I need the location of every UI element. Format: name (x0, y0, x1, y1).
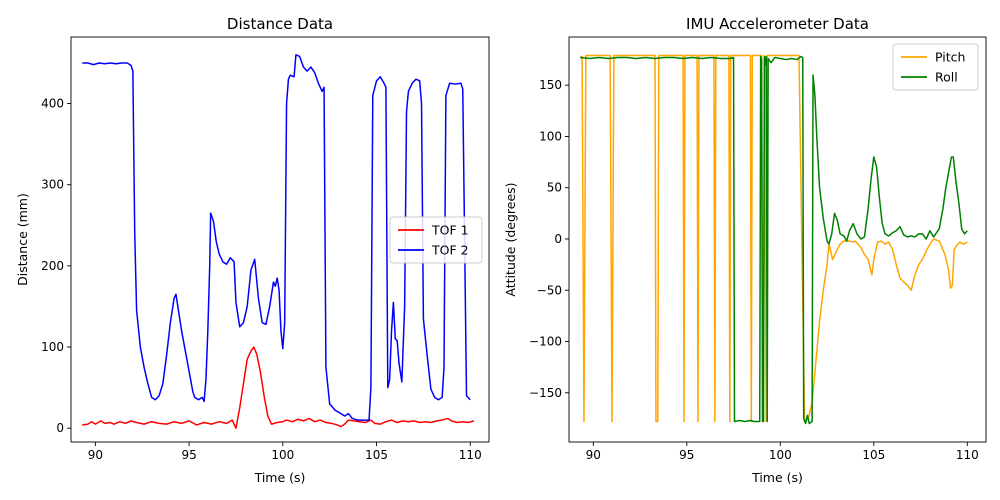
x-tick-label: 105 (862, 448, 885, 462)
legend-box (389, 216, 483, 264)
y-tick-label: 50 (547, 181, 562, 195)
x-tick-label: 100 (769, 448, 792, 462)
axes-frame (70, 36, 490, 443)
y-tick-label: −100 (529, 335, 562, 349)
y-tick-label: 400 (41, 97, 64, 111)
y-tick-label: 200 (41, 259, 64, 273)
axes-frame (568, 36, 987, 443)
y-tick-label: 300 (41, 178, 64, 192)
y-tick-label: 0 (56, 421, 64, 435)
series-line-roll (580, 55, 968, 425)
legend: TOF 1 TOF 2 (389, 216, 483, 264)
imu-chart: IMU Accelerometer Data 90 95 100 105 110 −150 −… (503, 15, 987, 485)
chart-title: Distance Data (227, 15, 333, 33)
x-tick-label: 100 (271, 448, 294, 462)
y-tick-label: 150 (539, 78, 562, 92)
y-tick-label: 0 (554, 232, 562, 246)
x-tick-label: 110 (459, 448, 482, 462)
y-tick-label: 100 (41, 340, 64, 354)
y-tick-label: −150 (529, 386, 562, 400)
series-line-tof-1 (82, 346, 475, 429)
legend-label: Pitch (935, 50, 965, 65)
x-tick-label: 105 (365, 448, 388, 462)
y-axis-label: Attitude (degrees) (503, 182, 518, 296)
x-tick-label: 95 (679, 448, 694, 462)
chart-title: IMU Accelerometer Data (686, 15, 869, 33)
distance-chart: Distance Data 90 95 100 105 110 0 100 200 300 400 T… (15, 15, 490, 485)
x-tick-label: 95 (181, 448, 196, 462)
x-axis-label: Time (s) (254, 470, 306, 485)
x-tick-label: 110 (956, 448, 979, 462)
y-tick-label: −50 (537, 283, 562, 297)
x-tick-label: 90 (88, 448, 103, 462)
legend-label: TOF 1 (431, 223, 469, 238)
legend-label: TOF 2 (431, 243, 469, 258)
x-tick-label: 90 (586, 448, 601, 462)
legend-box (892, 43, 979, 91)
legend: Pitch Roll (892, 43, 979, 91)
y-axis-label: Distance (mm) (15, 193, 30, 286)
series-line-pitch (580, 54, 968, 423)
x-axis-label: Time (s) (751, 470, 803, 485)
legend-label: Roll (935, 70, 958, 85)
y-tick-label: 100 (539, 129, 562, 143)
